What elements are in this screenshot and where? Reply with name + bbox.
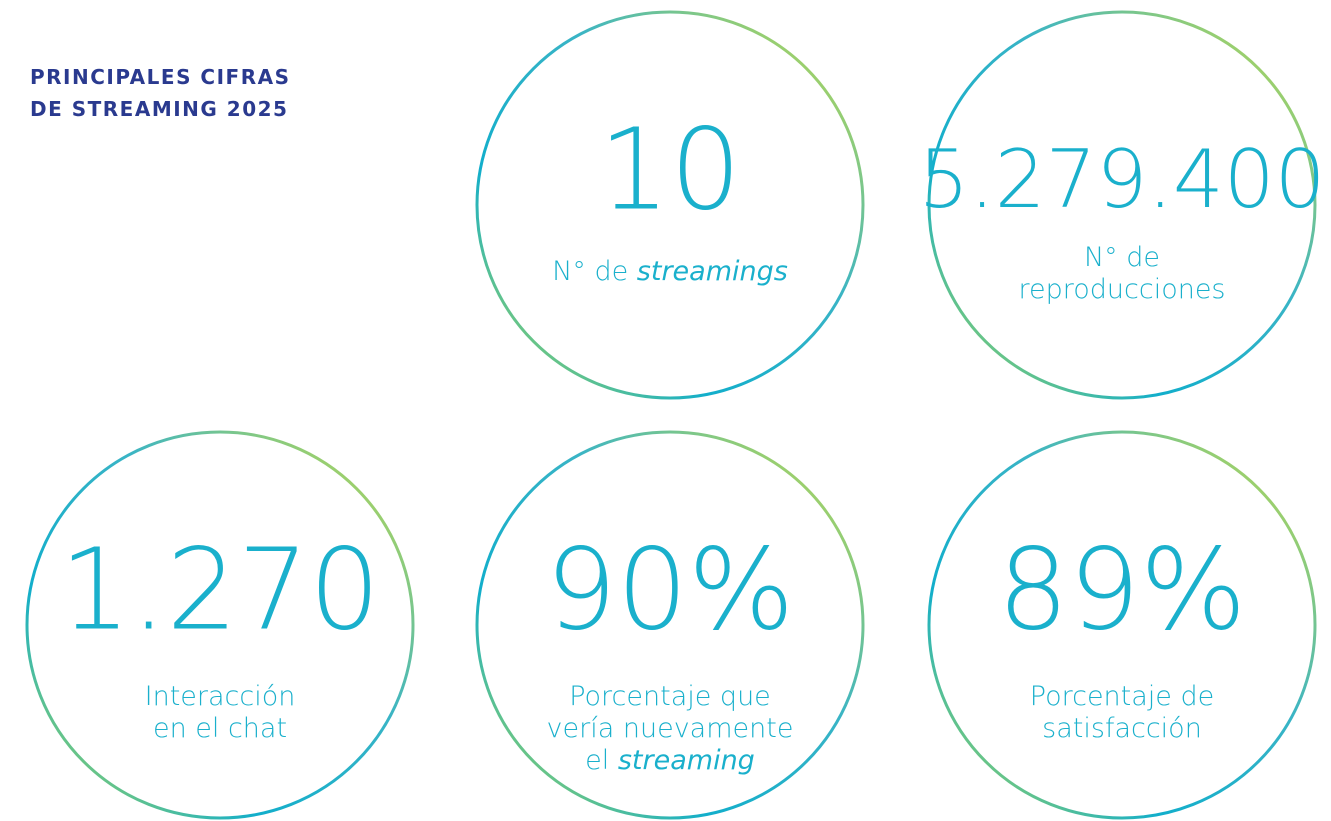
stat-card: 10 N° de streamings [475, 10, 865, 400]
stat-label: vería nuevamente [547, 713, 794, 744]
label-segment: streamings [637, 256, 788, 287]
ring [475, 430, 865, 820]
label-segment: streaming [618, 745, 755, 776]
label-segment: el [585, 745, 618, 776]
title-line: DE STREAMING 2025 [30, 97, 288, 121]
label-segment: N° de [1084, 242, 1160, 273]
label-segment: satisfacción [1042, 713, 1202, 744]
stat-label: Porcentaje que [569, 681, 771, 712]
stat-label: Interacción [145, 681, 296, 712]
ring [927, 430, 1317, 820]
stat-label: Porcentaje de [1030, 681, 1215, 712]
ring [927, 10, 1317, 400]
ring [25, 430, 415, 820]
title-line: PRINCIPALES CIFRAS [30, 65, 291, 89]
stat-value: 5.279.400 [918, 133, 1325, 226]
ring [475, 10, 865, 400]
stat-value: 89% [998, 525, 1247, 655]
label-segment: N° de [552, 256, 637, 287]
label-segment: vería nuevamente [547, 713, 794, 744]
stat-label: satisfacción [1042, 713, 1202, 744]
label-segment: Porcentaje que [569, 681, 771, 712]
stat-value: 90% [546, 525, 795, 655]
stat-value: 1.270 [60, 525, 381, 655]
stat-label: reproducciones [1018, 274, 1225, 305]
label-segment: en el chat [153, 713, 287, 744]
label-segment: Interacción [145, 681, 296, 712]
stat-label: N° de streamings [552, 256, 788, 287]
label-segment: reproducciones [1018, 274, 1225, 305]
label-segment: Porcentaje de [1030, 681, 1215, 712]
stat-label: el streaming [585, 745, 755, 776]
stat-value: 10 [599, 105, 742, 235]
stat-label: en el chat [153, 713, 287, 744]
stat-label: N° de [1084, 242, 1160, 273]
